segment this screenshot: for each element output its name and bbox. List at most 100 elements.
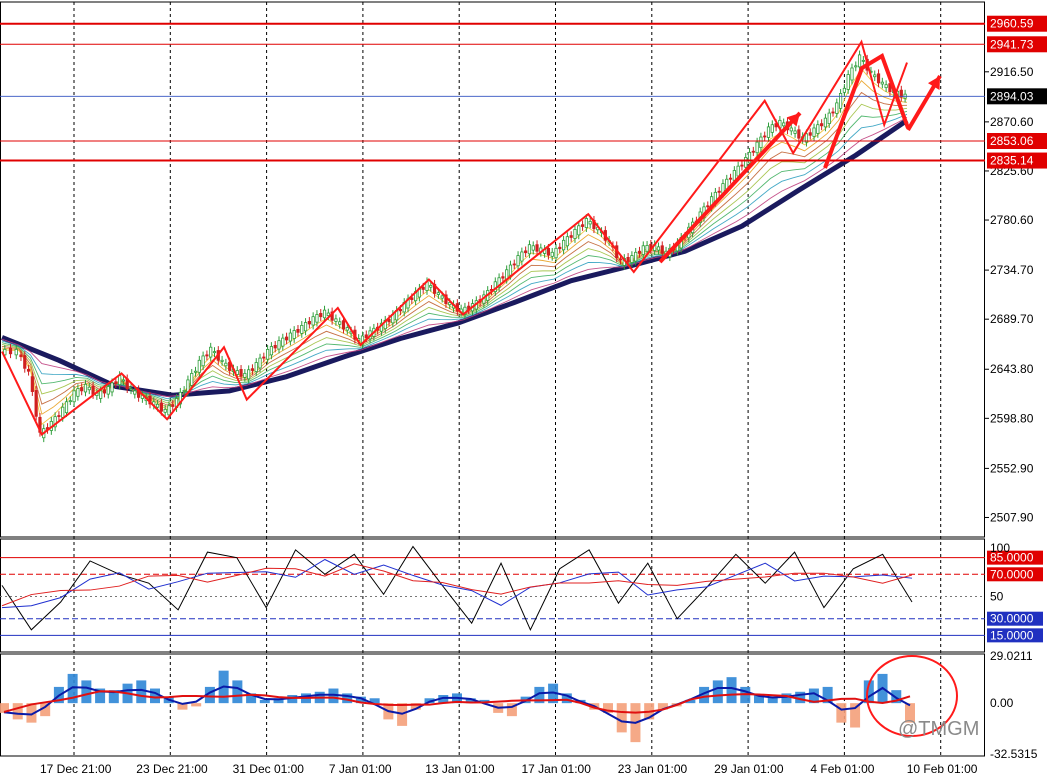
candle-body [550,251,554,257]
candle-body [387,318,391,323]
price-tick-label: 2643.80 [990,362,1034,376]
slow-moving-average-line [1,118,909,398]
macd-signal-line [3,690,911,714]
candle-body [838,93,843,109]
candle-body [341,320,346,330]
candle-body [322,309,327,319]
candle-body [660,245,664,254]
candle-body [751,150,755,153]
candle-body [512,263,516,266]
macd-histogram-bar [246,693,257,704]
macd-histogram-bar [506,703,517,717]
projection-arrow-head [927,76,940,90]
time-axis-label: 17 Jan 01:00 [522,762,592,776]
candle-body [520,251,524,262]
price-tick-label: 2552.90 [990,461,1034,475]
rsi-level-label: 70.0000 [990,567,1034,581]
macd-histogram-bar [81,680,92,704]
candle-body [220,359,224,362]
candle-body [288,332,292,342]
macd-histogram-bar [836,703,847,723]
candle-body [846,74,850,90]
candle-body [106,386,110,395]
candle-body [759,136,763,149]
macd-histogram-bar [136,680,147,704]
macd-histogram-bar [781,693,792,704]
candle-body [23,355,27,369]
candle-body [565,236,569,247]
candle-body [744,157,748,168]
macd-histogram-bar [561,693,572,704]
rsi-mid-line-series [1,558,913,609]
candle-body [573,229,577,239]
price-level-label: 2835.14 [990,154,1034,168]
main-panel-frame [0,1,985,538]
candle-body [535,244,539,252]
candle-body [580,224,585,227]
candle-body [577,225,581,236]
candle-body [201,355,205,367]
candle-body [436,292,440,295]
candle-body [440,295,444,299]
macd-histogram-bar [328,688,339,704]
rsi-level-label: 15.0000 [990,628,1034,642]
trend-arrow-head [786,113,800,127]
macd-histogram-bar [808,688,819,704]
candle-body [243,372,247,378]
rsi-slow-line [1,563,913,607]
candle-body [171,404,175,407]
candle-body [311,316,315,326]
candle-body [87,386,91,391]
price-tick-label: 2689.70 [990,312,1034,326]
candle-body [740,164,744,167]
macd-highlight-circle [866,655,958,737]
candle-body [854,65,858,68]
time-axis-label: 31 Dec 01:00 [233,762,305,776]
macd-histogram-bar [616,703,627,733]
candle-body [588,221,592,225]
macd-histogram-bar [905,703,915,723]
candle-body [736,165,740,177]
price-tick-label: 2598.80 [990,411,1034,425]
candle-body [30,376,34,392]
candle-body [717,190,721,193]
candle-body [281,337,285,347]
candle-body [527,244,532,255]
candle-body [497,277,501,288]
candle-body [326,312,330,316]
price-tick-label: 2507.90 [990,510,1034,524]
candle-body [8,347,13,355]
macd-histogram-bar [863,680,874,704]
candle-body [364,334,368,339]
candle-body [873,74,877,78]
macd-line [3,685,911,724]
time-axis-label: 7 Jan 01:00 [329,762,392,776]
candle-body [755,141,759,154]
candle-body [235,370,239,375]
recent-swing-line [823,53,910,169]
macd-histogram-bar [465,698,476,704]
time-axis-label: 13 Jan 01:00 [425,762,495,776]
candle-body [524,250,528,254]
candle-body [630,255,634,263]
candle-body [68,400,72,403]
candle-body [19,354,23,358]
candle-body [102,389,107,394]
candle-body [224,362,228,367]
candle-body [641,245,645,255]
candle-body [34,390,38,417]
candle-body [296,328,300,333]
candle-body [159,402,163,412]
candle-body [876,73,881,84]
candle-body [884,84,888,89]
ribbon-ma-line [1,113,908,400]
candle-body [212,351,217,354]
candle-body [239,368,243,377]
candle-body [584,218,588,228]
time-axis-label: 23 Jan 01:00 [618,762,688,776]
macd-histogram-bar [438,695,449,704]
macd-histogram-bar [12,703,23,720]
candle-body [247,369,251,380]
